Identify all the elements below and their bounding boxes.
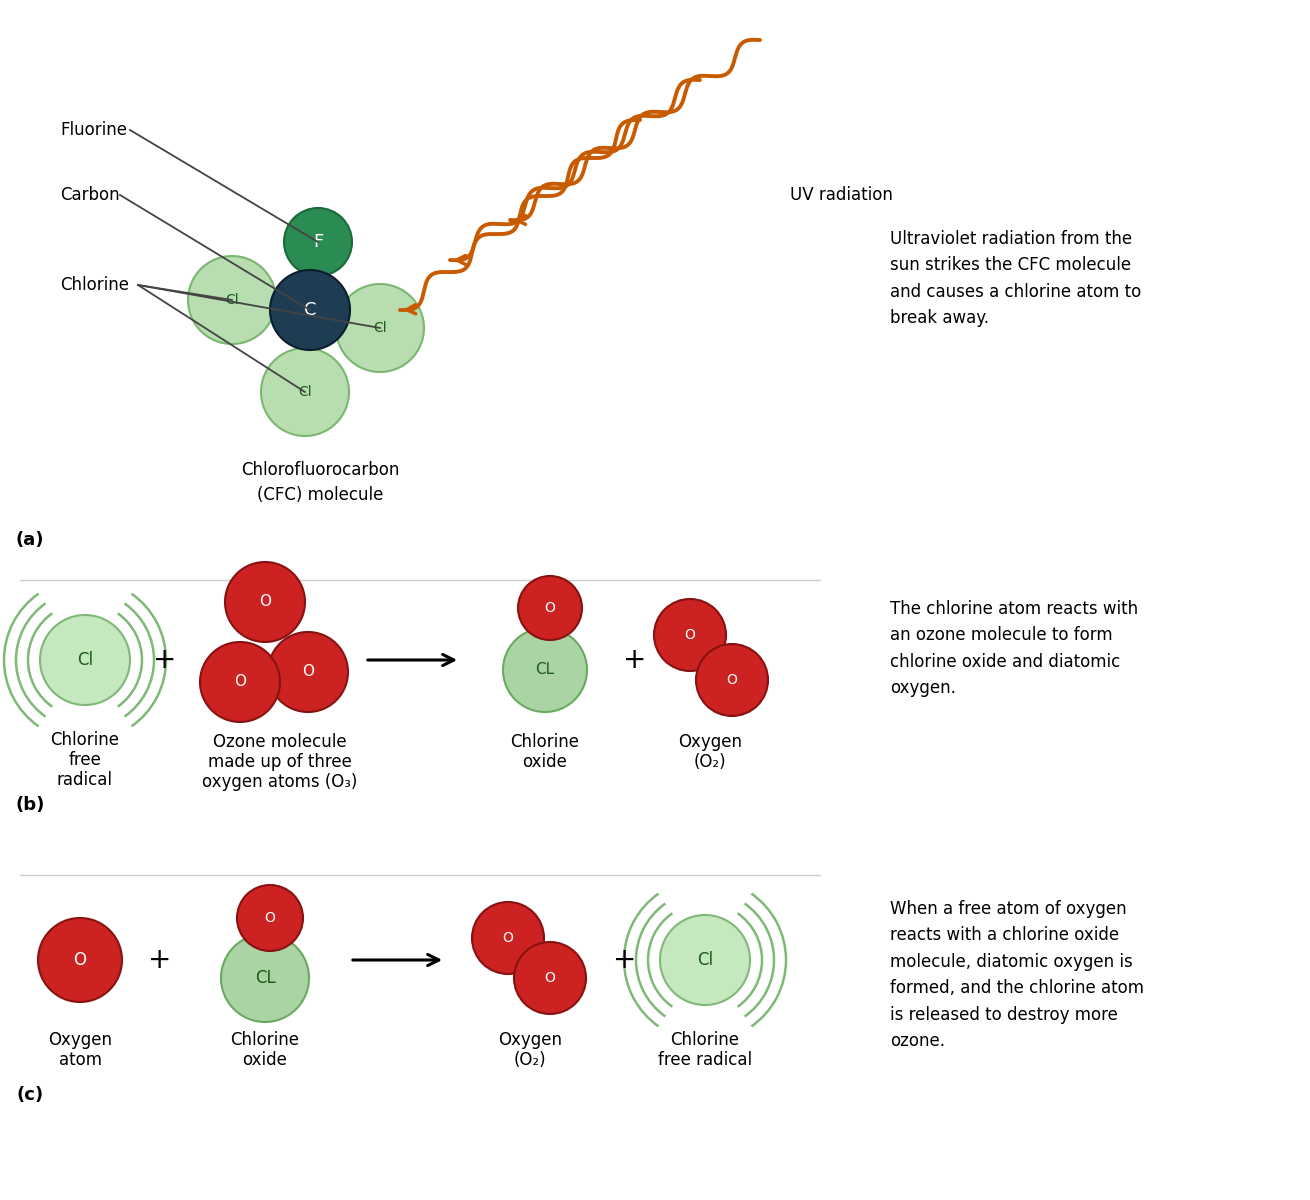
Text: oxide: oxide (523, 754, 567, 770)
Text: UV radiation: UV radiation (790, 186, 893, 204)
Text: Oxygen: Oxygen (498, 1031, 562, 1049)
Circle shape (660, 914, 751, 1006)
Circle shape (514, 942, 586, 1014)
Text: Ozone molecule: Ozone molecule (214, 733, 347, 751)
Text: Ultraviolet radiation from the
sun strikes the CFC molecule
and causes a chlorin: Ultraviolet radiation from the sun strik… (889, 230, 1141, 328)
Text: Chlorine: Chlorine (51, 731, 119, 749)
Text: (b): (b) (16, 796, 45, 814)
Text: Cl: Cl (299, 385, 312, 398)
Text: Chlorine: Chlorine (231, 1031, 300, 1049)
Circle shape (503, 628, 587, 712)
Circle shape (284, 208, 352, 276)
Text: O: O (727, 673, 738, 686)
Text: O: O (685, 628, 696, 642)
Text: The chlorine atom reacts with
an ozone molecule to form
chlorine oxide and diato: The chlorine atom reacts with an ozone m… (889, 600, 1138, 697)
Text: Cl: Cl (697, 950, 713, 970)
Text: free radical: free radical (658, 1051, 752, 1069)
Text: O: O (545, 601, 555, 614)
Text: radical: radical (58, 770, 113, 790)
Text: (O₂): (O₂) (694, 754, 726, 770)
Text: +: + (613, 946, 637, 974)
Text: O: O (234, 674, 246, 690)
Text: Chlorine: Chlorine (60, 276, 128, 294)
Text: oxygen atoms (O₃): oxygen atoms (O₃) (202, 773, 358, 791)
Text: +: + (624, 646, 647, 674)
Circle shape (261, 348, 348, 436)
Text: F: F (313, 233, 324, 251)
Circle shape (472, 902, 544, 974)
Text: (CFC) molecule: (CFC) molecule (257, 486, 384, 504)
Text: Oxygen: Oxygen (679, 733, 741, 751)
Circle shape (269, 632, 348, 712)
Circle shape (225, 562, 305, 642)
Text: Oxygen: Oxygen (48, 1031, 111, 1049)
Circle shape (200, 642, 280, 722)
Text: free: free (68, 751, 101, 769)
Text: made up of three: made up of three (208, 754, 352, 770)
Text: O: O (259, 594, 271, 610)
Text: C: C (304, 301, 316, 319)
Text: CL: CL (254, 970, 275, 986)
Text: Cl: Cl (77, 650, 93, 670)
Circle shape (38, 918, 122, 1002)
Text: (a): (a) (16, 530, 45, 550)
Text: Cl: Cl (373, 320, 386, 335)
Text: O: O (73, 950, 86, 970)
Text: O: O (503, 931, 514, 946)
Circle shape (517, 576, 582, 640)
Circle shape (221, 934, 309, 1022)
Text: Carbon: Carbon (60, 186, 119, 204)
Text: O: O (545, 971, 555, 985)
Text: When a free atom of oxygen
reacts with a chlorine oxide
molecule, diatomic oxyge: When a free atom of oxygen reacts with a… (889, 900, 1144, 1050)
Text: O: O (303, 665, 314, 679)
Text: Chlorofluorocarbon: Chlorofluorocarbon (241, 461, 400, 479)
Circle shape (654, 599, 726, 671)
Circle shape (189, 256, 276, 344)
Text: Chlorine: Chlorine (511, 733, 579, 751)
Circle shape (237, 886, 303, 950)
Text: Fluorine: Fluorine (60, 121, 127, 139)
Text: (O₂): (O₂) (514, 1051, 546, 1069)
Text: Cl: Cl (225, 293, 238, 307)
Circle shape (41, 614, 130, 704)
Circle shape (270, 270, 350, 350)
Text: oxide: oxide (242, 1051, 287, 1069)
Text: (c): (c) (17, 1086, 43, 1104)
Text: +: + (153, 646, 177, 674)
Text: O: O (265, 911, 275, 925)
Text: atom: atom (59, 1051, 101, 1069)
Text: +: + (148, 946, 172, 974)
Text: CL: CL (536, 662, 554, 678)
Text: Chlorine: Chlorine (671, 1031, 740, 1049)
Circle shape (696, 644, 768, 716)
Circle shape (335, 284, 424, 372)
